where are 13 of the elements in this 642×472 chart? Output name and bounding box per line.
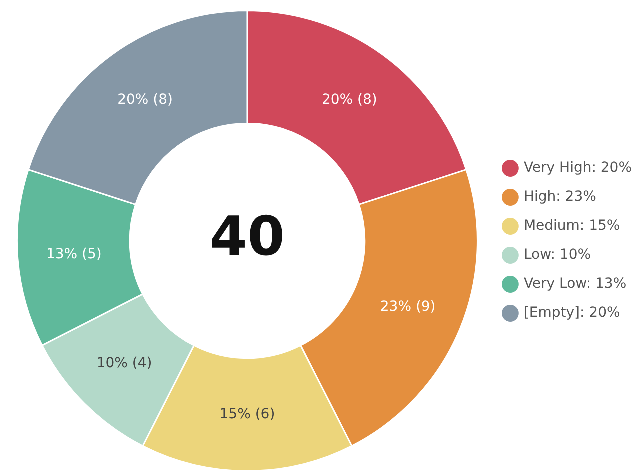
legend-label: Very High: 20%	[524, 160, 632, 176]
legend-label: High: 23%	[524, 189, 596, 206]
data-label: 20% (8)	[118, 92, 173, 108]
data-label: 13% (5)	[46, 246, 102, 262]
legend-label: Medium: 15%	[524, 218, 620, 234]
legend-label: Very Low: 13%	[524, 276, 627, 292]
text: 40	[210, 205, 286, 268]
data-label: 10% (4)	[96, 356, 152, 372]
legend-label: [Empty]: 20%	[524, 305, 620, 322]
data-label: 20% (8)	[322, 92, 378, 108]
legend-label: Low: 10%	[524, 247, 592, 264]
data-label: 15% (6)	[220, 406, 276, 422]
data-label: 23% (9)	[380, 299, 436, 316]
